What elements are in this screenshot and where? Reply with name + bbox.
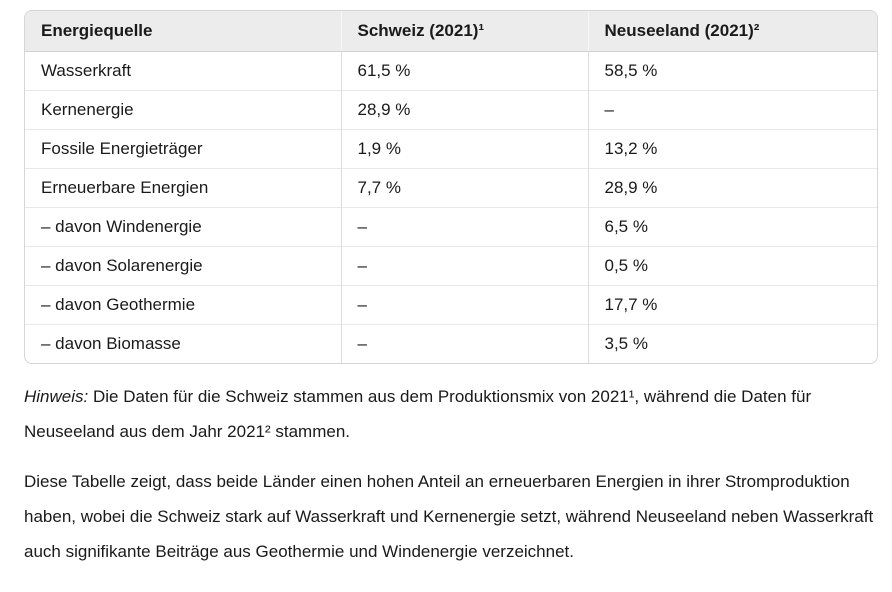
table-row: – davon Solarenergie – 0,5 % xyxy=(25,245,877,285)
row-label: – davon Windenergie xyxy=(25,206,341,246)
table-row: – davon Geothermie – 17,7 % xyxy=(25,284,877,324)
table-row: Wasserkraft 61,5 % 58,5 % xyxy=(25,51,877,90)
value-schweiz: 28,9 % xyxy=(340,89,588,129)
value-schweiz: 61,5 % xyxy=(340,51,588,90)
row-label: Wasserkraft xyxy=(41,60,132,80)
value-schweiz: – xyxy=(340,245,588,285)
value-neuseeland: 3,5 % xyxy=(587,323,877,363)
table-row: Fossile Energieträger 1,9 % 13,2 % xyxy=(25,128,877,168)
row-label: – davon Solarenergie xyxy=(25,245,341,285)
energy-comparison-table: Energiequelle Schweiz (2021)¹ Neuseeland… xyxy=(24,10,878,364)
energy-table: Energiequelle Schweiz (2021)¹ Neuseeland… xyxy=(25,11,877,363)
table-header-row: Energiequelle Schweiz (2021)¹ Neuseeland… xyxy=(25,11,877,52)
hinweis-paragraph: Hinweis: Die Daten für die Schweiz stamm… xyxy=(24,379,878,449)
row-label: Kernenergie xyxy=(25,89,341,129)
row-label: – davon Biomasse xyxy=(25,323,341,363)
value-neuseeland: 0,5 % xyxy=(587,245,877,285)
column-header-energiequelle: Energiequelle xyxy=(25,11,341,52)
table-row: – davon Windenergie – 6,5 % xyxy=(25,206,877,246)
table-row: – davon Biomasse – 3,5 % xyxy=(25,323,877,363)
row-label: Fossile Energieträger xyxy=(25,128,341,168)
value-neuseeland: 13,2 % xyxy=(587,128,877,168)
row-label: – davon Geothermie xyxy=(25,284,341,324)
hinweis-label: Hinweis: xyxy=(24,387,89,406)
table-row: Erneuerbare Energien 7,7 % 28,9 % xyxy=(25,167,877,207)
value-schweiz: – xyxy=(340,206,588,246)
value-neuseeland: 28,9 % xyxy=(587,167,877,207)
value-schweiz: 7,7 % xyxy=(340,167,588,207)
value-neuseeland: 58,5 % xyxy=(587,51,877,90)
row-label: Erneuerbare Energien xyxy=(25,167,341,207)
value-neuseeland: 6,5 % xyxy=(587,206,877,246)
value-neuseeland: – xyxy=(587,89,877,129)
column-header-neuseeland: Neuseeland (2021)² xyxy=(587,11,877,52)
value-neuseeland: 17,7 % xyxy=(587,284,877,324)
value-schweiz: 1,9 % xyxy=(340,128,588,168)
summary-paragraph: Diese Tabelle zeigt, dass beide Länder e… xyxy=(24,472,874,561)
value-schweiz: – xyxy=(340,323,588,363)
column-header-schweiz: Schweiz (2021)¹ xyxy=(340,11,588,52)
hinweis-text: Die Daten für die Schweiz stammen aus de… xyxy=(24,387,812,441)
value-schweiz: – xyxy=(340,284,588,324)
table-row: Kernenergie 28,9 % – xyxy=(25,89,877,129)
